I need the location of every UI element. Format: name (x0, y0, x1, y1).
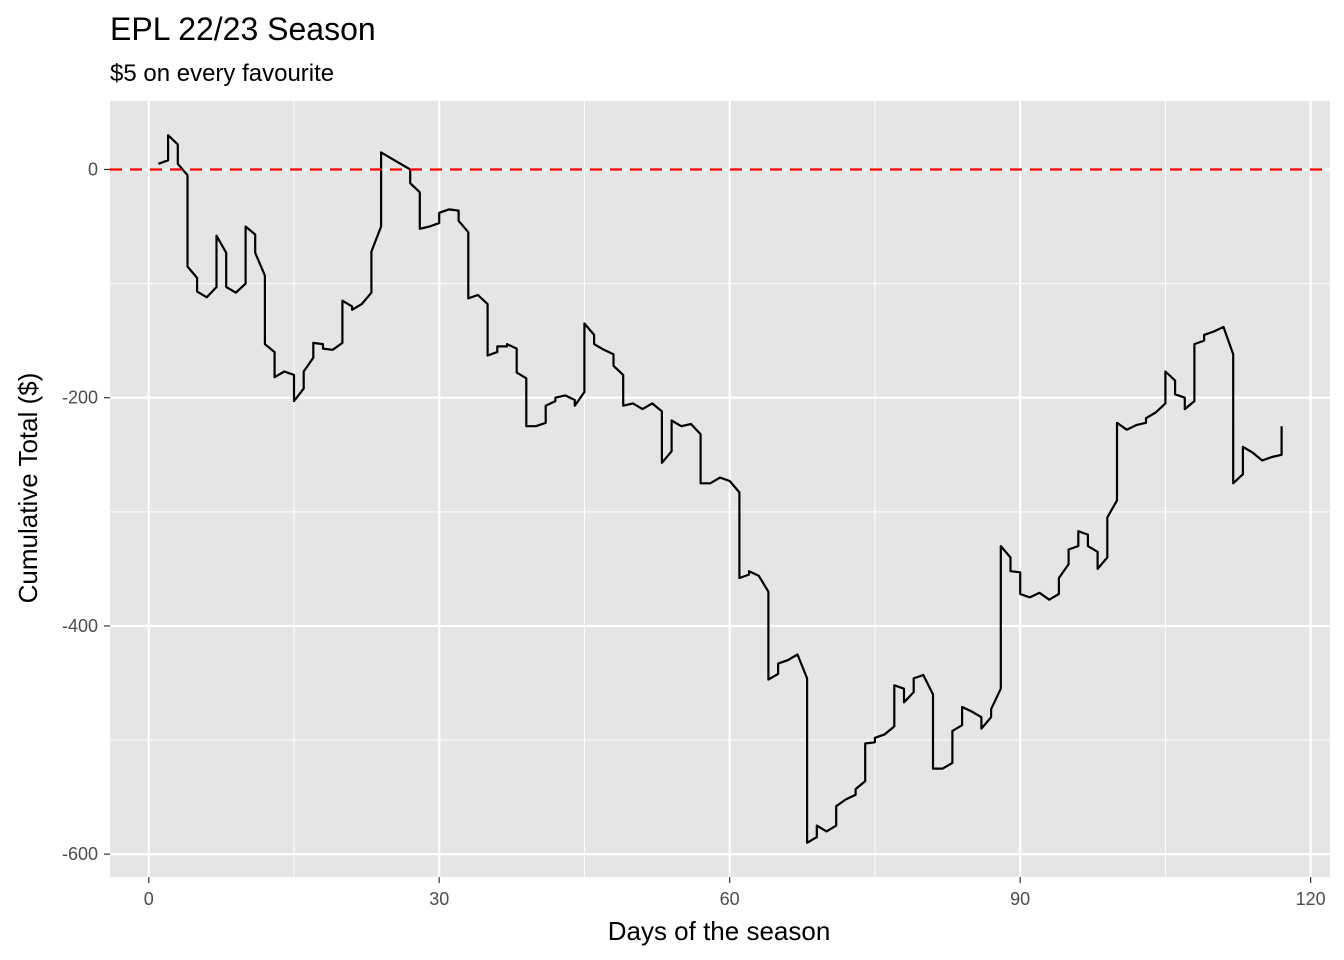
chart-subtitle: $5 on every favourite (110, 60, 334, 87)
x-tick-label: 30 (429, 889, 449, 909)
y-tick-label: -200 (62, 388, 98, 408)
y-tick-label: -600 (62, 844, 98, 864)
y-tick-label: -400 (62, 616, 98, 636)
series-line (158, 134, 1283, 844)
x-tick-label: 90 (1010, 889, 1030, 909)
x-tick-label: 0 (144, 889, 154, 909)
x-axis-title: Days of the season (608, 916, 831, 946)
plot-background (110, 101, 1330, 877)
chart-title: EPL 22/23 Season (110, 11, 376, 47)
y-axis-title: Cumulative Total ($) (13, 373, 43, 604)
x-tick-label: 60 (720, 889, 740, 909)
plot-area: 0 30 60 90 120 0 -200 -400 -600 (62, 101, 1330, 909)
y-tick-label: 0 (88, 159, 98, 179)
x-tick-label: 120 (1296, 889, 1326, 909)
